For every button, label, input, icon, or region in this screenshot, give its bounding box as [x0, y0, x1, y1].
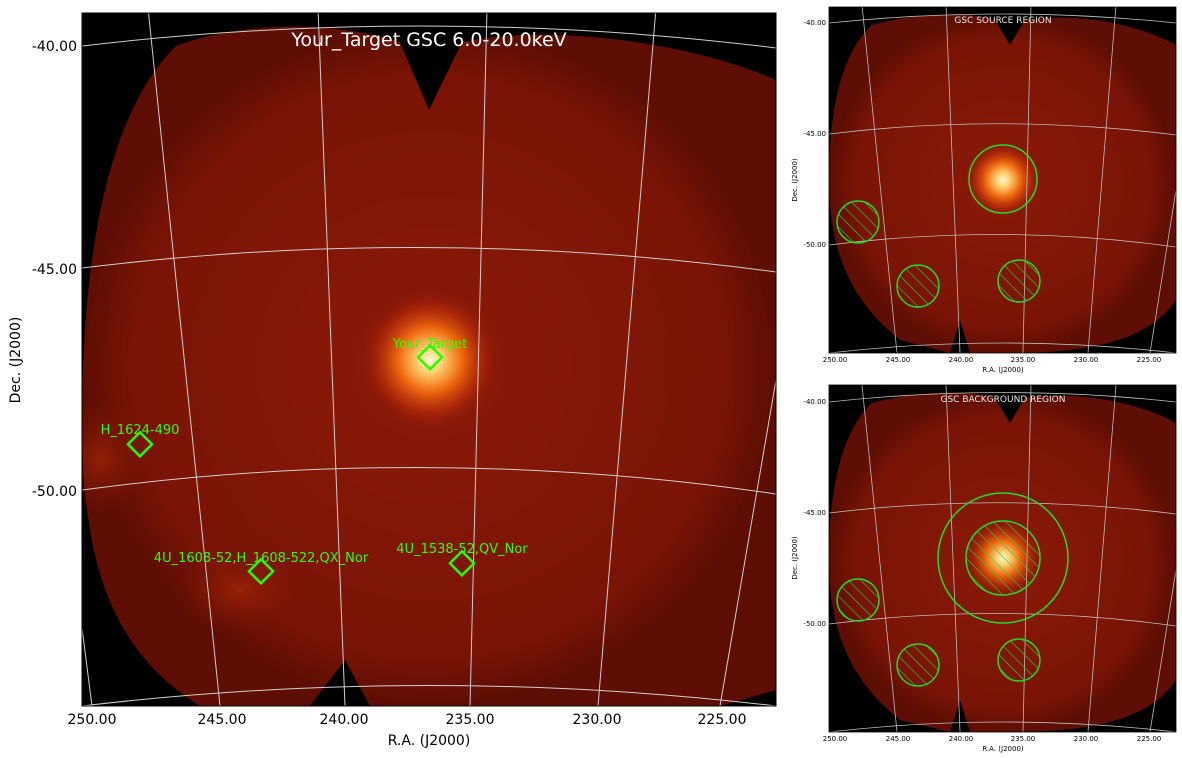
main-frame: [81, 12, 777, 707]
bottom-dec-tick-labels: -40.00 -45.00 -50.00: [803, 398, 826, 628]
background-region-panel: GSC BACKGROUND REGION 250.00 245.00 240.00…: [791, 384, 1177, 753]
ra-tick-label: 245.00: [886, 735, 911, 743]
top-frame: [828, 6, 1177, 354]
excluded-source-circle[interactable]: [896, 643, 940, 687]
bottom-ylabel: Dec. (J2000): [791, 536, 799, 580]
source-label: Your_Target: [392, 337, 467, 352]
main-dec-tick-labels: -40.00 -45.00 -50.00: [32, 39, 77, 500]
top-ra-tick-labels: 250.00 245.00 240.00 235.00 230.00 225.00: [823, 356, 1162, 364]
bottom-grid: [829, 385, 1176, 732]
background-annulus-inner[interactable]: [965, 520, 1041, 596]
source-marker-4u1538[interactable]: 4U_1538-52,QV_Nor: [396, 542, 528, 578]
main-grid: [82, 13, 776, 706]
bottom-xlabel: R.A. (J2000): [982, 745, 1024, 753]
main-diffuse-emission: [170, 545, 310, 635]
ra-tick-label: 240.00: [949, 735, 974, 743]
ra-tick-label: 235.00: [1011, 356, 1036, 364]
diamond-marker-icon: [247, 557, 275, 586]
dec-tick-label: -45.00: [803, 509, 826, 517]
source-marker-4u1608[interactable]: 4U_1608-52,H_1608-522,QX_Nor: [154, 551, 369, 586]
dec-tick-label: -50.00: [32, 484, 77, 500]
main-panel: 250.00 245.00 240.00 235.00 230.00 225.00 -40…: [8, 12, 777, 749]
source-label: 4U_1608-52,H_1608-522,QX_Nor: [154, 551, 369, 566]
ra-tick-label: 250.00: [823, 356, 848, 364]
excluded-source-circle[interactable]: [997, 259, 1041, 303]
dec-tick-label: -45.00: [803, 130, 826, 138]
ra-tick-label: 250.00: [823, 735, 848, 743]
ra-tick-label: 225.00: [1137, 735, 1162, 743]
top-ylabel: Dec. (J2000): [791, 158, 799, 202]
excluded-source-circle[interactable]: [836, 578, 880, 622]
ra-tick-label: 225.00: [1137, 356, 1162, 364]
diamond-marker-icon: [416, 343, 444, 372]
excluded-source-circle[interactable]: [836, 200, 880, 244]
main-ra-tick-labels: 250.00 245.00 240.00 235.00 230.00 225.00: [68, 712, 747, 728]
ra-tick-label: 230.00: [1074, 356, 1099, 364]
ra-tick-label: 230.00: [573, 712, 622, 728]
main-edge-emission: [82, 400, 150, 520]
dec-tick-label: -40.00: [803, 19, 826, 27]
main-title: Your_Target GSC 6.0-20.0keV: [290, 29, 566, 51]
main-xlabel: R.A. (J2000): [388, 733, 471, 749]
dec-tick-label: -50.00: [803, 620, 826, 628]
main-source-emission: [360, 290, 500, 430]
ra-tick-label: 230.00: [1074, 735, 1099, 743]
excluded-source-circle[interactable]: [896, 264, 940, 308]
source-region-panel: GSC SOURCE REGION 250.00 245.00 240.00 235.…: [791, 6, 1177, 374]
ra-tick-label: 245.00: [886, 356, 911, 364]
ra-tick-label: 245.00: [198, 712, 247, 728]
dec-tick-label: -40.00: [32, 39, 77, 55]
bottom-panel-title: GSC BACKGROUND REGION: [941, 395, 1066, 405]
dec-tick-label: -50.00: [803, 241, 826, 249]
excluded-source-circle[interactable]: [997, 638, 1041, 682]
top-panel-title: GSC SOURCE REGION: [954, 16, 1051, 26]
main-ylabel: Dec. (J2000): [8, 317, 24, 404]
ra-tick-label: 225.00: [698, 712, 747, 728]
source-label: H_1624-490: [101, 423, 180, 438]
dec-tick-label: -40.00: [803, 398, 826, 406]
top-xlabel: R.A. (J2000): [982, 366, 1024, 374]
background-annulus-outer[interactable]: [937, 492, 1069, 624]
ra-tick-label: 240.00: [320, 712, 369, 728]
ra-tick-label: 250.00: [68, 712, 117, 728]
bottom-ra-tick-labels: 250.00 245.00 240.00 235.00 230.00 225.00: [823, 735, 1162, 743]
source-label: 4U_1538-52,QV_Nor: [396, 542, 528, 557]
ra-tick-label: 235.00: [446, 712, 495, 728]
ra-tick-label: 235.00: [1011, 735, 1036, 743]
source-marker-h1624[interactable]: H_1624-490: [101, 423, 180, 459]
dec-tick-label: -45.00: [32, 262, 77, 278]
top-dec-tick-labels: -40.00 -45.00 -50.00: [803, 19, 826, 249]
ra-tick-label: 240.00: [949, 356, 974, 364]
source-marker-your-target[interactable]: Your_Target: [392, 337, 467, 372]
diamond-marker-icon: [126, 430, 154, 459]
top-source-emission: [965, 142, 1041, 218]
source-extraction-circle[interactable]: [968, 144, 1038, 214]
bottom-frame: [828, 384, 1177, 733]
diamond-marker-icon: [448, 549, 476, 578]
